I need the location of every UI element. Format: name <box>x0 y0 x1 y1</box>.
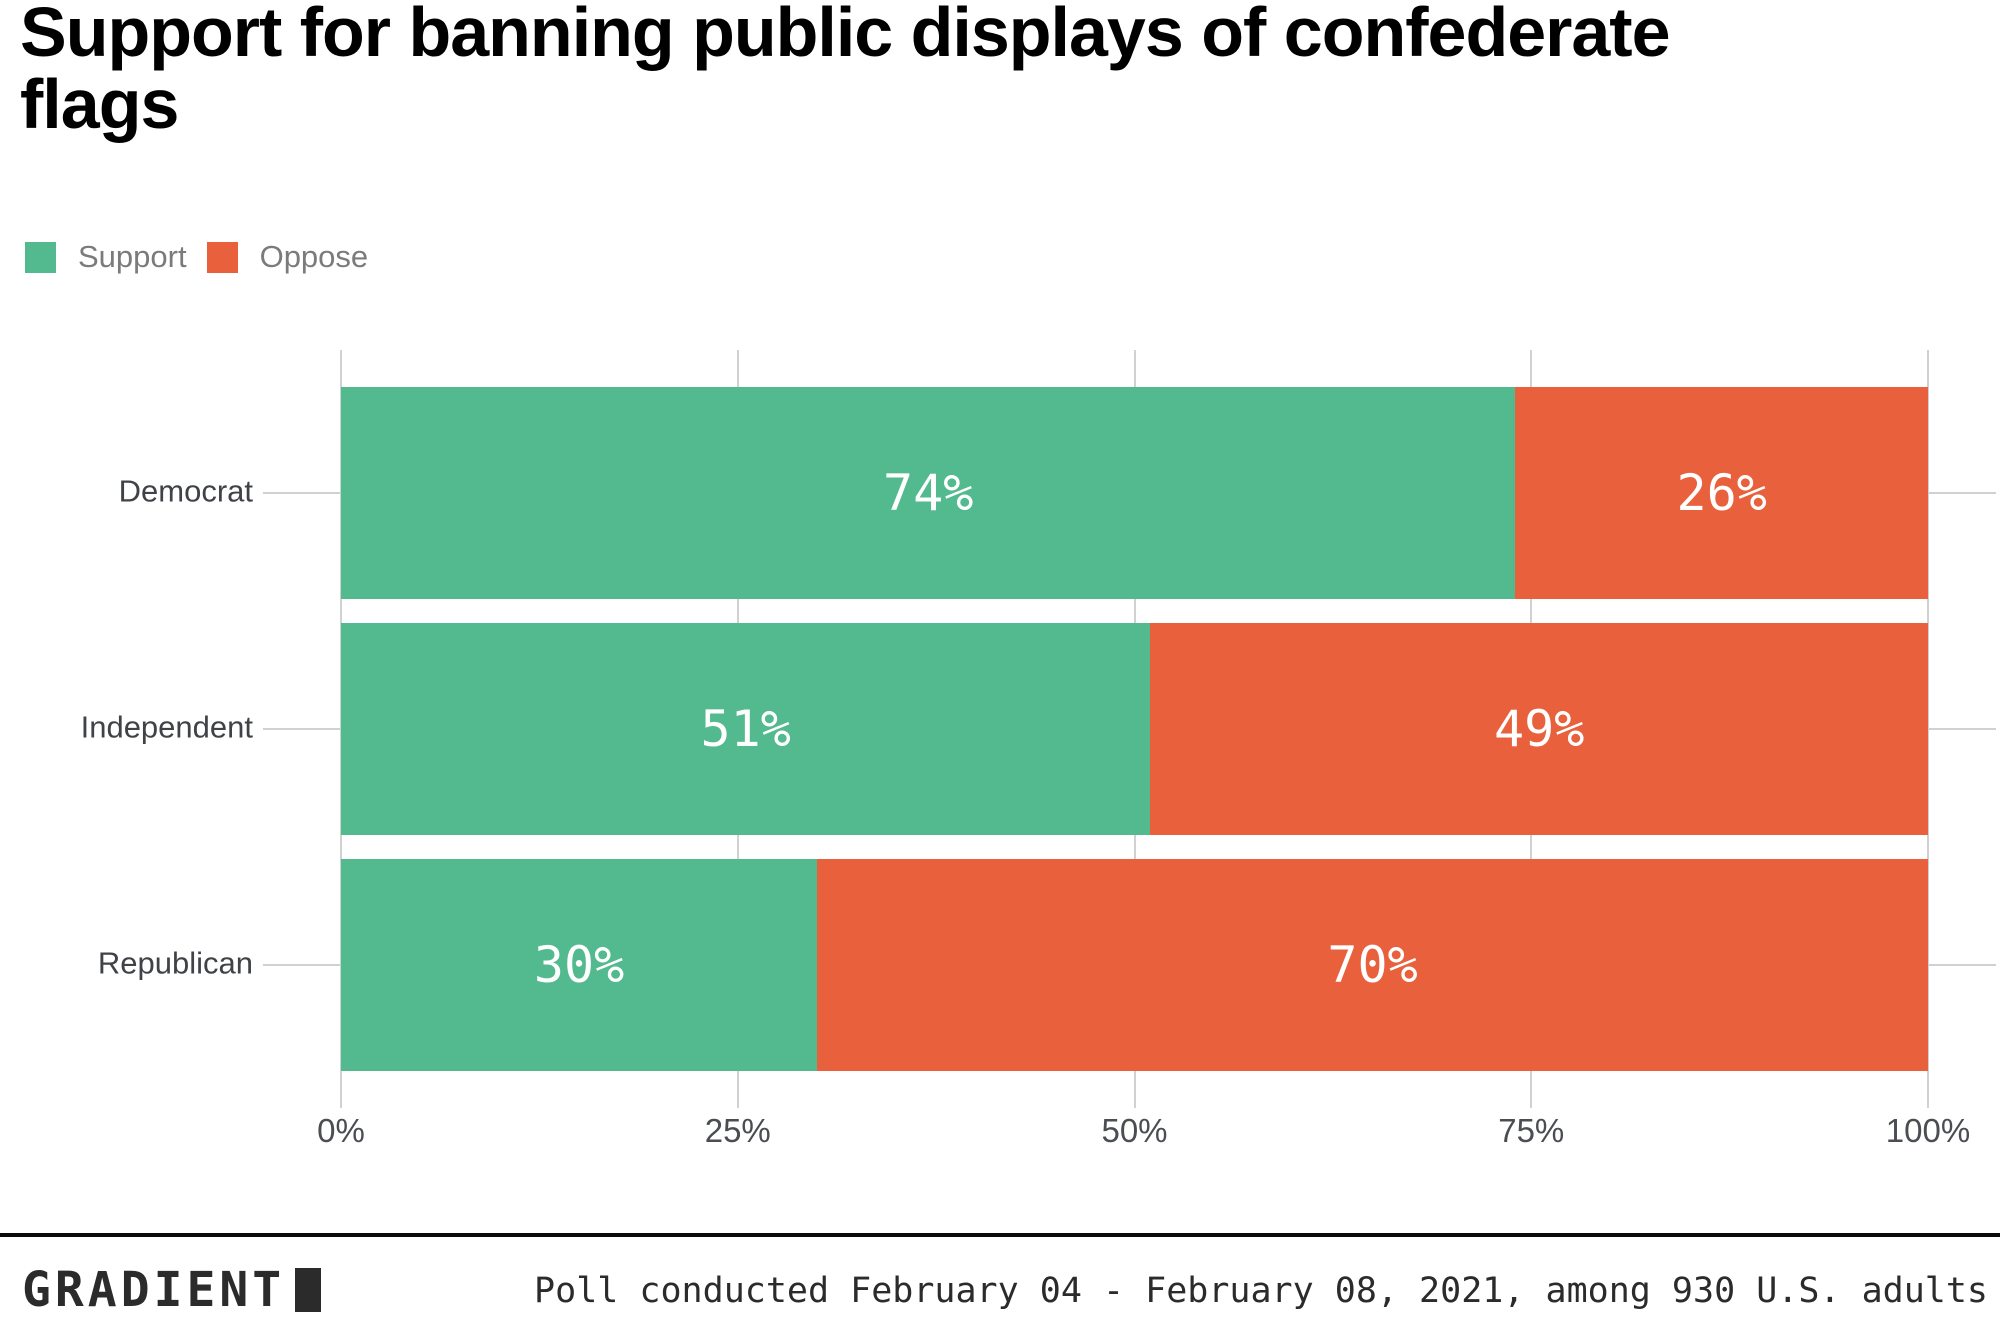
x-axis-label-50%: 50% <box>1101 1112 1168 1149</box>
bar-value-label-oppose-independent: 49% <box>1494 700 1585 758</box>
x-axis-label-0%: 0% <box>317 1112 365 1149</box>
bar-segment-oppose-independent: 49% <box>1150 623 1928 835</box>
source-note: Poll conducted February 04 - February 08… <box>534 1271 1988 1311</box>
gradient-logo-block-icon <box>295 1268 322 1312</box>
category-tick-left-republican <box>263 964 341 966</box>
bar-value-label-support-democrat: 74% <box>883 464 974 522</box>
bar-segment-support-republican: 30% <box>341 859 818 1071</box>
bar-value-label-oppose-republican: 70% <box>1327 936 1418 994</box>
gradient-logo: GRADIENT <box>22 1262 322 1318</box>
x-axis-label-25%: 25% <box>704 1112 771 1149</box>
legend: Support Oppose <box>25 239 368 275</box>
legend-swatch-support-icon <box>25 241 56 273</box>
bar-value-label-support-republican: 30% <box>533 936 625 994</box>
chart-title: Support for banning public displays of c… <box>20 0 1671 143</box>
legend-swatch-oppose-icon <box>206 241 238 273</box>
category-tick-left-democrat <box>263 492 341 494</box>
gradient-logo-text: GRADIENT <box>22 1262 286 1318</box>
category-tick-right-republican <box>1928 964 1996 966</box>
bar-segment-oppose-republican: 70% <box>817 859 1928 1071</box>
footer-divider <box>0 1233 2000 1237</box>
legend-item-support: Support <box>25 239 187 275</box>
bar-row-independent: 51% 49% <box>341 623 1928 835</box>
bar-row-republican: 30% 70% <box>341 859 1928 1071</box>
category-tick-right-independent <box>1928 728 1996 730</box>
legend-item-oppose: Oppose <box>206 239 369 275</box>
category-label-democrat: Democrat <box>118 473 253 509</box>
bar-segment-oppose-democrat: 26% <box>1515 387 1928 599</box>
category-label-independent: Independent <box>80 709 253 745</box>
category-label-republican: Republican <box>97 945 253 981</box>
plot-area: 74% 26% 51% 49% 30% 70% <box>340 350 1929 1108</box>
bar-row-democrat: 74% 26% <box>341 387 1928 599</box>
legend-label-support: Support <box>78 239 187 274</box>
bar-segment-support-independent: 51% <box>341 623 1151 835</box>
bar-value-label-support-independent: 51% <box>700 700 791 758</box>
x-axis-label-75%: 75% <box>1498 1112 1565 1149</box>
bar-segment-support-democrat: 74% <box>341 387 1516 599</box>
legend-label-oppose: Oppose <box>259 239 369 274</box>
category-tick-left-independent <box>263 728 341 730</box>
category-tick-right-democrat <box>1928 492 1996 494</box>
x-axis-label-100%: 100% <box>1885 1112 1971 1149</box>
bar-value-label-oppose-democrat: 26% <box>1676 464 1767 522</box>
